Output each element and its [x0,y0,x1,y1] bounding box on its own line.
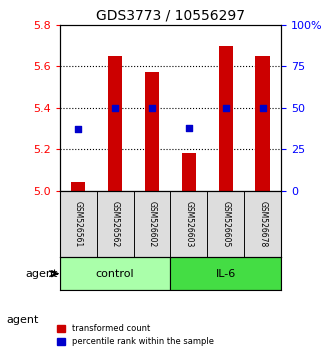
Text: GSM526562: GSM526562 [111,201,119,247]
Bar [145,73,160,191]
Text: GSM526603: GSM526603 [184,201,193,247]
Text: agent: agent [25,269,58,279]
FancyBboxPatch shape [170,191,208,257]
FancyBboxPatch shape [244,191,281,257]
Text: GSM526678: GSM526678 [259,201,267,247]
Point [75,126,81,132]
Bar [218,46,233,191]
Text: agent: agent [7,315,39,325]
Bar [181,153,196,191]
Bar [108,56,122,191]
Bar [71,182,85,191]
Legend: transformed count, percentile rank within the sample: transformed count, percentile rank withi… [54,321,217,350]
FancyBboxPatch shape [60,191,97,257]
Point [112,105,118,110]
Point [149,105,155,110]
FancyBboxPatch shape [60,257,170,290]
FancyBboxPatch shape [208,191,244,257]
FancyBboxPatch shape [170,257,281,290]
FancyBboxPatch shape [97,191,133,257]
Text: GSM526561: GSM526561 [73,201,82,247]
FancyBboxPatch shape [133,191,170,257]
Text: IL-6: IL-6 [216,269,236,279]
Text: control: control [96,269,134,279]
Text: GSM526605: GSM526605 [221,201,230,247]
Text: GSM526602: GSM526602 [148,201,157,247]
Point [260,105,265,110]
Bar [256,56,270,191]
Point [186,125,192,131]
Title: GDS3773 / 10556297: GDS3773 / 10556297 [96,8,245,22]
Point [223,105,228,110]
